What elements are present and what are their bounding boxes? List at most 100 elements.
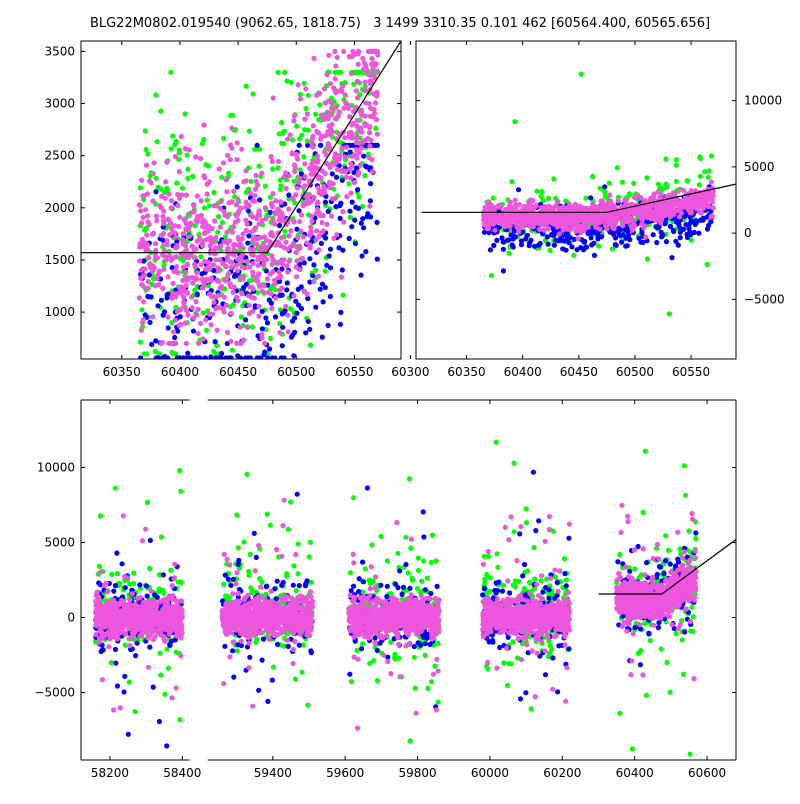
magenta-point <box>348 190 353 195</box>
magenta-point <box>219 284 224 289</box>
magenta-point <box>605 226 610 231</box>
blue-point <box>355 187 360 192</box>
green-point <box>412 655 417 660</box>
magenta-point <box>608 199 613 204</box>
green-point <box>201 310 206 315</box>
blue-point <box>318 287 323 292</box>
blue-point <box>488 247 493 252</box>
magenta-point <box>262 341 267 346</box>
magenta-point <box>341 49 346 54</box>
green-point <box>615 165 620 170</box>
blue-point <box>347 236 352 241</box>
magenta-point <box>147 179 152 184</box>
green-point <box>109 660 114 665</box>
green-point <box>697 182 702 187</box>
green-point <box>674 157 679 162</box>
green-point <box>666 548 671 553</box>
blue-point <box>494 238 499 243</box>
blue-point <box>289 335 294 340</box>
blue-point <box>228 583 233 588</box>
magenta-point <box>639 216 644 221</box>
blue-point <box>564 583 569 588</box>
magenta-point <box>368 106 373 111</box>
green-point <box>501 660 506 665</box>
magenta-point <box>326 141 331 146</box>
blue-point <box>360 253 365 258</box>
green-point <box>705 262 710 267</box>
magenta-point <box>347 54 352 59</box>
magenta-point <box>144 232 149 237</box>
green-point <box>668 690 673 695</box>
blue-point <box>407 586 412 591</box>
magenta-point <box>542 227 547 232</box>
green-point <box>221 582 226 587</box>
blue-point <box>228 355 233 360</box>
magenta-point <box>659 209 664 214</box>
blue-point <box>296 208 301 213</box>
magenta-point <box>363 88 368 93</box>
green-point <box>235 648 240 653</box>
green-point <box>583 196 588 201</box>
magenta-point <box>557 231 562 236</box>
data-points <box>481 72 716 317</box>
blue-point <box>268 210 273 215</box>
green-point <box>706 175 711 180</box>
blue-point <box>340 178 345 183</box>
blue-point <box>494 580 499 585</box>
magenta-point <box>256 263 261 268</box>
magenta-point <box>340 83 345 88</box>
green-point <box>248 179 253 184</box>
green-point <box>375 678 380 683</box>
blue-point <box>254 555 259 560</box>
magenta-point <box>359 126 364 131</box>
magenta-point <box>300 256 305 261</box>
magenta-point <box>224 276 229 281</box>
magenta-point <box>298 229 303 234</box>
blue-point <box>297 583 302 588</box>
magenta-point <box>165 238 170 243</box>
blue-point <box>310 273 315 278</box>
magenta-point <box>159 341 164 346</box>
green-point <box>643 449 648 454</box>
green-point <box>698 156 703 161</box>
magenta-point <box>310 143 315 148</box>
magenta-point <box>216 265 221 270</box>
magenta-point <box>322 86 327 91</box>
green-point <box>246 573 251 578</box>
magenta-point <box>270 262 275 267</box>
green-point <box>185 176 190 181</box>
magenta-point <box>138 208 143 213</box>
blue-point <box>533 528 538 533</box>
blue-point <box>138 355 143 360</box>
blue-point <box>113 583 118 588</box>
green-point <box>206 163 211 168</box>
magenta-point <box>139 178 144 183</box>
magenta-point <box>137 295 142 300</box>
magenta-point <box>218 225 223 230</box>
magenta-point <box>196 307 201 312</box>
green-point <box>109 572 114 577</box>
magenta-point <box>292 219 297 224</box>
magenta-point <box>301 185 306 190</box>
magenta-point <box>620 223 625 228</box>
green-point <box>294 124 299 129</box>
magenta-point <box>627 211 632 216</box>
magenta-point <box>270 204 275 209</box>
blue-point <box>359 221 364 226</box>
magenta-point <box>250 309 255 314</box>
green-point <box>308 343 313 348</box>
magenta-point <box>367 130 372 135</box>
blue-point <box>114 551 119 556</box>
green-point <box>425 686 430 691</box>
green-point <box>176 579 181 584</box>
green-point <box>407 476 412 481</box>
magenta-point <box>296 180 301 185</box>
green-point <box>551 176 556 181</box>
blue-point <box>297 143 302 148</box>
magenta-point <box>254 242 259 247</box>
magenta-point <box>507 224 512 229</box>
blue-point <box>189 355 194 360</box>
blue-point <box>566 646 571 651</box>
green-point <box>548 248 553 253</box>
